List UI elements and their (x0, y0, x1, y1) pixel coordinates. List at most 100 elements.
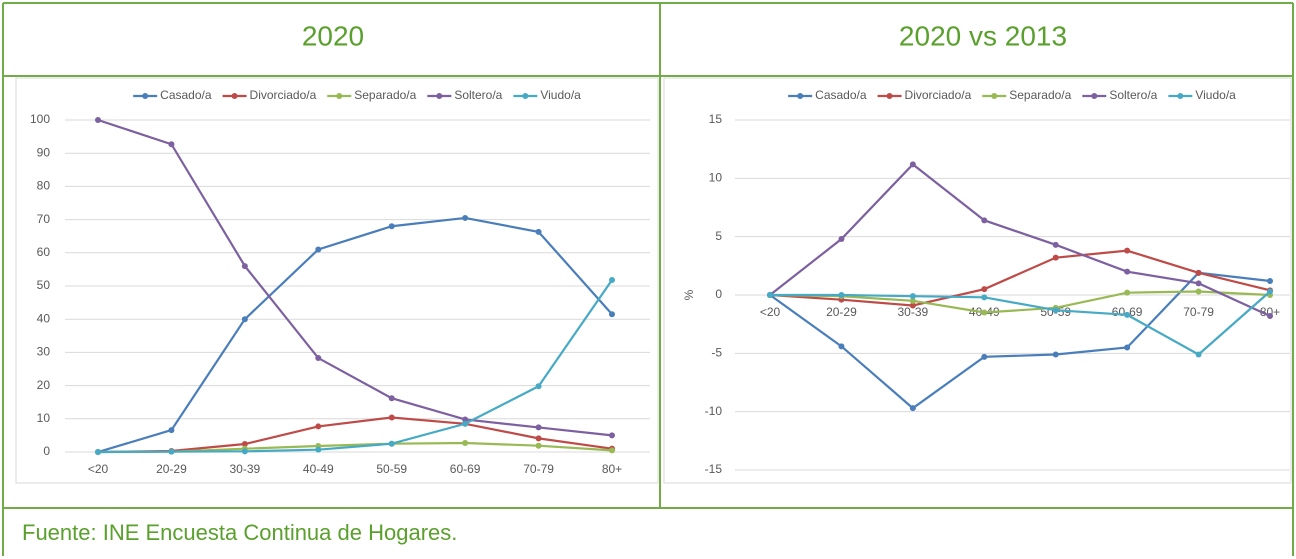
series-line (769, 290, 1271, 314)
data-point (1052, 351, 1059, 358)
data-point (838, 292, 845, 298)
data-point (462, 416, 469, 423)
y-tick-label: 50 (37, 278, 51, 292)
legend-marker (142, 93, 149, 99)
data-point (462, 214, 469, 221)
data-point (462, 420, 469, 427)
data-point (981, 309, 988, 316)
legend-marker (436, 93, 443, 99)
y-tick-label: 0 (43, 444, 50, 458)
data-point (1124, 268, 1131, 275)
series-line (97, 279, 613, 454)
legend-label: Soltero/a (1109, 88, 1157, 102)
data-point (168, 427, 175, 434)
data-point (838, 236, 845, 242)
data-point (609, 277, 615, 284)
data-point (241, 441, 248, 448)
legend-label: Separado/a (354, 88, 416, 102)
chart-title: 2020 vs 2013 (899, 20, 1067, 51)
chart-frame (663, 77, 1292, 484)
data-point (1052, 254, 1059, 261)
y-tick-label: 40 (37, 311, 51, 325)
legend-marker (991, 93, 998, 99)
y-tick-label: 30 (37, 345, 51, 359)
x-tick-label: 50-59 (376, 462, 407, 476)
y-tick-label: 70 (37, 212, 51, 226)
legend-marker (1091, 93, 1098, 99)
data-point (535, 435, 542, 442)
chart-frame (15, 77, 659, 484)
data-point (535, 442, 542, 449)
legend-marker (522, 93, 529, 99)
legend-marker (886, 93, 893, 99)
data-point (1124, 289, 1131, 296)
y-tick-label: 80 (37, 179, 51, 193)
data-point (535, 228, 542, 235)
x-tick-label: 30-39 (230, 462, 261, 476)
series-line (97, 118, 613, 437)
data-point (838, 343, 845, 350)
data-point (981, 353, 988, 360)
y-tick-label: -15 (705, 462, 723, 476)
data-point (388, 395, 395, 402)
data-point (462, 440, 469, 447)
series-line (97, 216, 613, 454)
y-tick-label: 5 (715, 229, 722, 243)
data-point (388, 440, 395, 447)
legend-marker (336, 93, 343, 99)
data-point (1052, 307, 1059, 314)
y-tick-label: 100 (30, 112, 50, 126)
y-tick-label: 0 (715, 287, 722, 301)
data-point (609, 447, 615, 454)
x-tick-label: 70-79 (523, 462, 554, 476)
x-tick-label: 60-69 (450, 462, 481, 476)
data-point (315, 355, 322, 362)
data-point (1267, 288, 1273, 295)
legend-label: Casado/a (160, 88, 212, 102)
legend-label: Viudo/a (540, 88, 581, 102)
data-point (241, 263, 248, 270)
legend-marker (797, 93, 804, 99)
y-tick-label: 60 (37, 245, 51, 259)
y-tick-label: 20 (37, 378, 51, 392)
legend-marker (231, 93, 238, 99)
x-tick-label: 20-29 (156, 462, 187, 476)
legend-marker (1177, 93, 1184, 99)
data-point (1124, 247, 1131, 254)
x-tick-label: 30-39 (898, 305, 929, 319)
legend-label: Divorciado/a (905, 88, 972, 102)
series-line (769, 249, 1271, 307)
data-point (981, 294, 988, 301)
y-tick-label: -5 (711, 346, 722, 360)
data-point (981, 217, 988, 224)
data-point (535, 383, 542, 390)
legend-label: Casado/a (815, 88, 867, 102)
chart-title: 2020 (302, 20, 364, 51)
data-point (1195, 280, 1202, 287)
data-point (241, 316, 248, 323)
series-line (770, 290, 1271, 356)
x-tick-label: <20 (88, 462, 109, 476)
data-point (909, 293, 916, 300)
legend-label: Divorciado/a (250, 88, 317, 102)
data-point (95, 117, 101, 123)
legend-label: Viudo/a (1195, 88, 1236, 102)
series-line (769, 271, 1271, 410)
y-tick-label: 10 (709, 171, 723, 185)
footer: Fuente: INE Encuesta Continua de Hogares… (22, 520, 457, 545)
data-point (1267, 278, 1273, 284)
data-point (1124, 311, 1131, 318)
data-point (909, 405, 916, 412)
data-point (388, 414, 395, 421)
data-point (535, 424, 542, 431)
data-point (168, 448, 175, 455)
series-line (769, 162, 1271, 318)
y-tick-label: -10 (705, 404, 723, 418)
data-point (1052, 241, 1059, 248)
data-point (909, 161, 916, 168)
y-tick-label: 10 (37, 411, 51, 425)
x-tick-label: 80+ (602, 462, 622, 476)
data-point (315, 423, 322, 430)
x-tick-label: 80+ (1260, 305, 1280, 319)
